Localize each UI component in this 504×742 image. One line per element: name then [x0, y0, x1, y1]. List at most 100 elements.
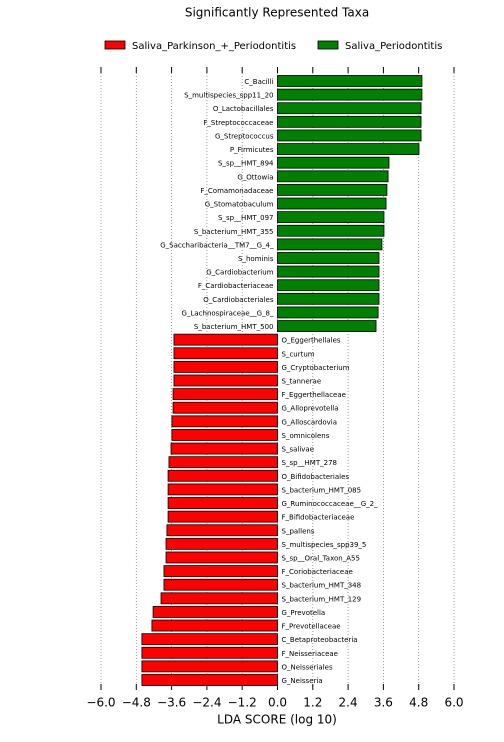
bar	[171, 415, 278, 428]
x-tick-label: −1.2	[228, 696, 257, 710]
bar	[277, 279, 380, 292]
bar	[171, 429, 278, 441]
bar	[167, 497, 278, 509]
bar	[277, 320, 377, 332]
x-tick-label: 3.6	[374, 696, 393, 710]
bar	[166, 524, 278, 537]
bar-label: G_Cryptobacterium	[282, 364, 350, 372]
bar	[141, 646, 278, 659]
bar	[173, 360, 278, 373]
bar	[277, 129, 422, 142]
bar-label: S_sp__HMT_894	[218, 160, 274, 168]
bar	[165, 551, 278, 564]
bar-label: G_Streptococcus	[215, 132, 274, 140]
bar-label: S_multispecies_spp39_5	[282, 541, 367, 549]
legend-swatch	[104, 40, 126, 50]
bar-label: G_Prevotella	[282, 609, 326, 617]
legend-label: Saliva_Periodontitis	[345, 41, 442, 52]
bar-label: G_Saccharibacteria__TM7__G_4_	[160, 241, 274, 249]
bar-label: F_Streptococcaceae	[203, 119, 273, 127]
bar-label: S_tannerae	[282, 378, 322, 386]
bar-label: G_Neisseria	[282, 677, 323, 685]
bar	[167, 510, 278, 523]
bar-label: F_Neisseriaceae	[282, 650, 338, 658]
bar-label: G_Ottowia	[237, 173, 273, 181]
bar	[277, 197, 387, 210]
x-axis-label: LDA SCORE (log 10)	[217, 713, 337, 727]
bar	[163, 565, 278, 577]
bar	[160, 592, 278, 605]
x-tick-label: −4.8	[122, 696, 151, 710]
bar	[167, 469, 278, 482]
bar-label: S_bacterium_HMT_355	[194, 228, 274, 236]
bar	[277, 211, 385, 224]
bar-label: S_sp__HMT_097	[218, 214, 273, 222]
bar-label: S_bacterium_HMT_500	[194, 323, 274, 331]
bar	[151, 619, 278, 632]
bar	[277, 143, 420, 155]
x-tick-label: −3.6	[157, 696, 186, 710]
bar	[165, 537, 278, 550]
bar	[141, 660, 278, 673]
bar	[163, 578, 278, 591]
bar-label: F_Comamonadaceae	[200, 187, 273, 195]
bar-label: S_curtum	[282, 350, 315, 358]
bar	[170, 442, 278, 455]
bar-label: O_Lactobacillales	[213, 105, 274, 113]
bar	[277, 170, 389, 183]
bar-label: F_Bifidobacteriaceae	[282, 514, 355, 522]
x-tick-label: −2.4	[192, 696, 221, 710]
bar-label: P_Firmicutes	[230, 146, 274, 154]
bar	[277, 115, 422, 128]
bar	[277, 224, 385, 237]
bar	[277, 292, 380, 305]
chart-title: Significantly Represented Taxa	[185, 6, 369, 20]
x-tick-label: 6.0	[444, 696, 463, 710]
bar-label: S_omnicolens	[282, 432, 330, 440]
bar-label: S_sp__Oral_Taxon_A55	[282, 554, 360, 562]
bar	[173, 347, 278, 360]
bar-label: G_Ruminococcaceae__G_2_	[282, 500, 379, 508]
x-tick-label: −6.0	[86, 696, 115, 710]
x-tick-label: 1.2	[303, 696, 322, 710]
bar-label: C_Bacilli	[244, 78, 273, 86]
bar	[172, 388, 278, 401]
bar-label: F_Cardiobacteriaceae	[198, 282, 274, 290]
bar	[172, 401, 278, 414]
bar-label: O_Neisseriales	[282, 663, 333, 671]
bar-label: S_sp__HMT_278	[282, 459, 337, 467]
legend-label: Saliva_Parkinson_+_Periodontitis	[132, 41, 296, 52]
bar	[167, 483, 278, 496]
bar-label: F_Prevotellaceae	[282, 623, 341, 631]
bar-label: G_Stomatobaculum	[205, 201, 274, 209]
bar-label: S_bacterium_HMT_129	[282, 595, 362, 603]
bar-label: S_salivae	[282, 446, 315, 454]
bar-label: S_bacterium_HMT_348	[282, 582, 362, 590]
x-tick-label: 0.0	[268, 696, 287, 710]
bar-label: G_Alloscardovia	[282, 418, 338, 426]
bar-label: F_Coriobacteriaceae	[282, 568, 353, 576]
bar	[168, 456, 278, 469]
bar	[277, 306, 379, 319]
bar	[141, 674, 278, 686]
bar-label: G_Alloprevotella	[282, 405, 339, 413]
bar-label: S_bacterium_HMT_085	[282, 486, 362, 494]
bar	[152, 606, 278, 618]
legend-swatch	[317, 40, 339, 50]
bar-label: O_Eggerthellales	[282, 337, 341, 345]
x-tick-label: 2.4	[339, 696, 358, 710]
bar-label: G_Lachnospiraceae__G_8_	[182, 309, 274, 317]
bar-label: C_Betaproteobacteria	[282, 636, 358, 644]
bar	[277, 265, 380, 278]
bar-label: F_Eggerthellaceae	[282, 391, 346, 399]
bar	[277, 156, 390, 169]
bar	[141, 633, 278, 646]
bar	[173, 374, 278, 387]
bar	[277, 88, 423, 101]
x-tick-label: 4.8	[409, 696, 428, 710]
bar-label: O_Bifidobacteriales	[282, 473, 350, 481]
bar	[277, 102, 422, 115]
bar-label: S_pallens	[282, 527, 315, 535]
bar-label: O_Cardiobacteriales	[203, 296, 274, 304]
